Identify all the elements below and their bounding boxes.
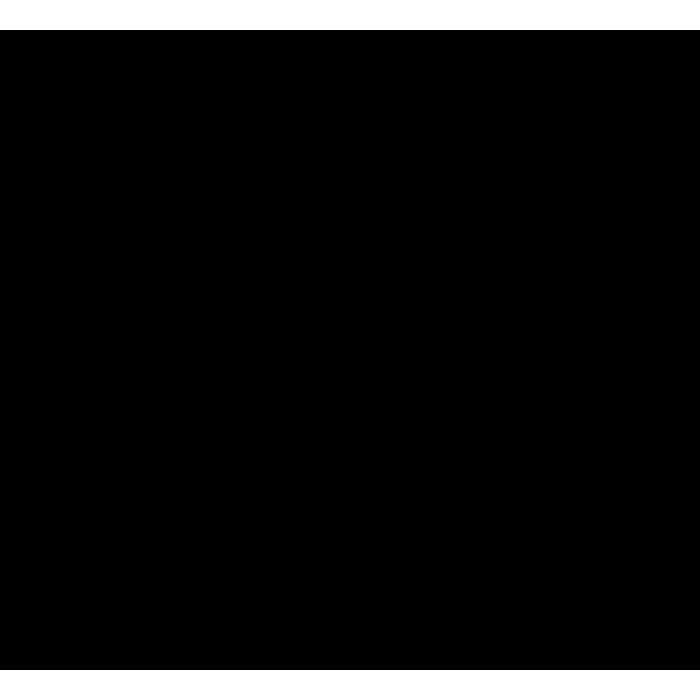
word-cloud bbox=[0, 30, 700, 670]
